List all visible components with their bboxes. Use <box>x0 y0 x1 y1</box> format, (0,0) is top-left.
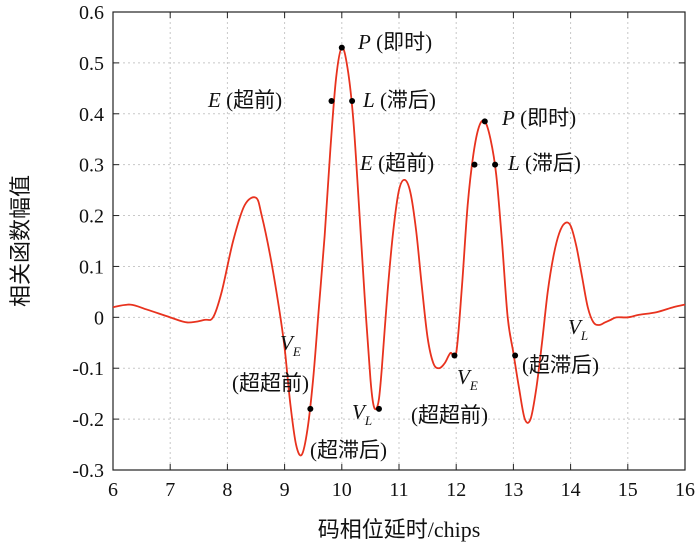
annotation-l-1: L (滞后) <box>362 88 436 112</box>
annotation-e-1: E (超前) <box>207 88 282 112</box>
grid <box>113 12 685 470</box>
annotation-text: (滞后) <box>375 88 436 112</box>
marker-point <box>492 161 499 168</box>
annotation-subscript: L <box>580 328 588 343</box>
annotation-letter: E <box>207 88 221 112</box>
annotation-text: (即时) <box>371 30 432 54</box>
y-tick-label: 0.2 <box>79 206 104 228</box>
x-tick-label: 7 <box>165 479 175 501</box>
y-tick-label: 0.3 <box>79 155 104 177</box>
annotation-letter: E <box>359 151 373 175</box>
svg-text:L (滞后): L (滞后) <box>362 88 436 112</box>
svg-text:VL: VL <box>568 315 588 343</box>
svg-text:VE: VE <box>457 365 478 393</box>
annotation-text: (即时) <box>515 106 576 130</box>
annotation-letter: V <box>568 315 583 339</box>
svg-text:L (滞后): L (滞后) <box>507 151 581 175</box>
svg-text:VE: VE <box>280 331 301 359</box>
plot-frame <box>112 11 686 471</box>
annotation-text: (超前) <box>221 88 282 112</box>
marker-point <box>328 98 335 105</box>
series-line <box>112 46 686 457</box>
annotation-text: (超超前) <box>411 403 488 427</box>
marker-point <box>471 161 478 168</box>
marker-points <box>307 44 519 412</box>
annotation-ve-2: VE (超超前) <box>411 365 488 427</box>
axis-ticks <box>112 11 686 471</box>
svg-text:E (超前): E (超前) <box>207 88 282 112</box>
x-axis-title: 码相位延时/chips <box>318 517 481 542</box>
annotation-text: (超超前) <box>232 371 309 395</box>
x-tick-label: 16 <box>675 479 695 501</box>
y-tick-label: 0.4 <box>79 104 104 126</box>
annotation-ve-1: VE (超超前) <box>232 331 309 395</box>
annotation-vl-2: VL (超滞后) <box>522 315 599 377</box>
x-tick-label: 13 <box>503 479 523 501</box>
annotation-l-2: L (滞后) <box>507 151 581 175</box>
annotation-letter: V <box>457 365 472 389</box>
annotation-subscript: E <box>292 344 301 359</box>
marker-point <box>481 118 488 125</box>
x-tick-label: 15 <box>618 479 638 501</box>
y-tick-label: 0.6 <box>79 2 104 24</box>
x-tick-label: 14 <box>561 479 581 501</box>
y-tick-label: -0.3 <box>72 460 104 482</box>
svg-text:VL: VL <box>352 400 372 428</box>
annotation-subscript: E <box>469 378 478 393</box>
annotation-letter: L <box>362 88 375 112</box>
svg-text:P (即时): P (即时) <box>357 30 432 54</box>
y-tick-label: -0.2 <box>72 409 104 431</box>
annotation-p-2: P (即时) <box>501 106 576 130</box>
annotation-letter: V <box>352 400 367 424</box>
marker-point <box>338 44 345 51</box>
annotation-letter: P <box>501 106 515 130</box>
annotation-letter: V <box>280 331 295 355</box>
annotation-text: (滞后) <box>520 151 581 175</box>
x-tick-label: 10 <box>332 479 352 501</box>
annotation-e-2: E (超前) <box>359 151 434 175</box>
marker-point <box>307 405 314 412</box>
x-tick-label: 8 <box>222 479 232 501</box>
annotation-vl-1: VL (超滞后) <box>310 400 387 462</box>
x-tick-label: 11 <box>389 479 408 501</box>
svg-text:E (超前): E (超前) <box>359 151 434 175</box>
y-axis-title: 相关函数幅值 <box>8 175 33 307</box>
svg-text:P (即时): P (即时) <box>501 106 576 130</box>
y-tick-label: 0.1 <box>79 256 104 278</box>
x-tick-label: 9 <box>280 479 290 501</box>
annotation-text: (超滞后) <box>310 438 387 462</box>
marker-point <box>375 405 382 412</box>
marker-point <box>451 352 458 359</box>
x-tick-label: 6 <box>108 479 118 501</box>
marker-point <box>349 98 356 105</box>
annotation-p-1: P (即时) <box>357 30 432 54</box>
annotation-subscript: L <box>364 413 372 428</box>
annotation-letter: L <box>507 151 520 175</box>
annotation-text: (超滞后) <box>522 353 599 377</box>
annotation-text: (超前) <box>373 151 434 175</box>
marker-point <box>512 352 519 359</box>
x-tick-label: 12 <box>446 479 466 501</box>
x-tick-labels: 6 7 8 9 10 11 12 13 14 15 16 <box>108 479 695 501</box>
y-tick-label: 0.5 <box>79 53 104 75</box>
y-tick-label: 0 <box>94 307 104 329</box>
y-tick-labels: 0.6 0.5 0.4 0.3 0.2 0.1 0 -0.1 -0.2 -0.3 <box>72 2 104 482</box>
y-tick-label: -0.1 <box>72 358 104 380</box>
annotation-letter: P <box>357 30 371 54</box>
